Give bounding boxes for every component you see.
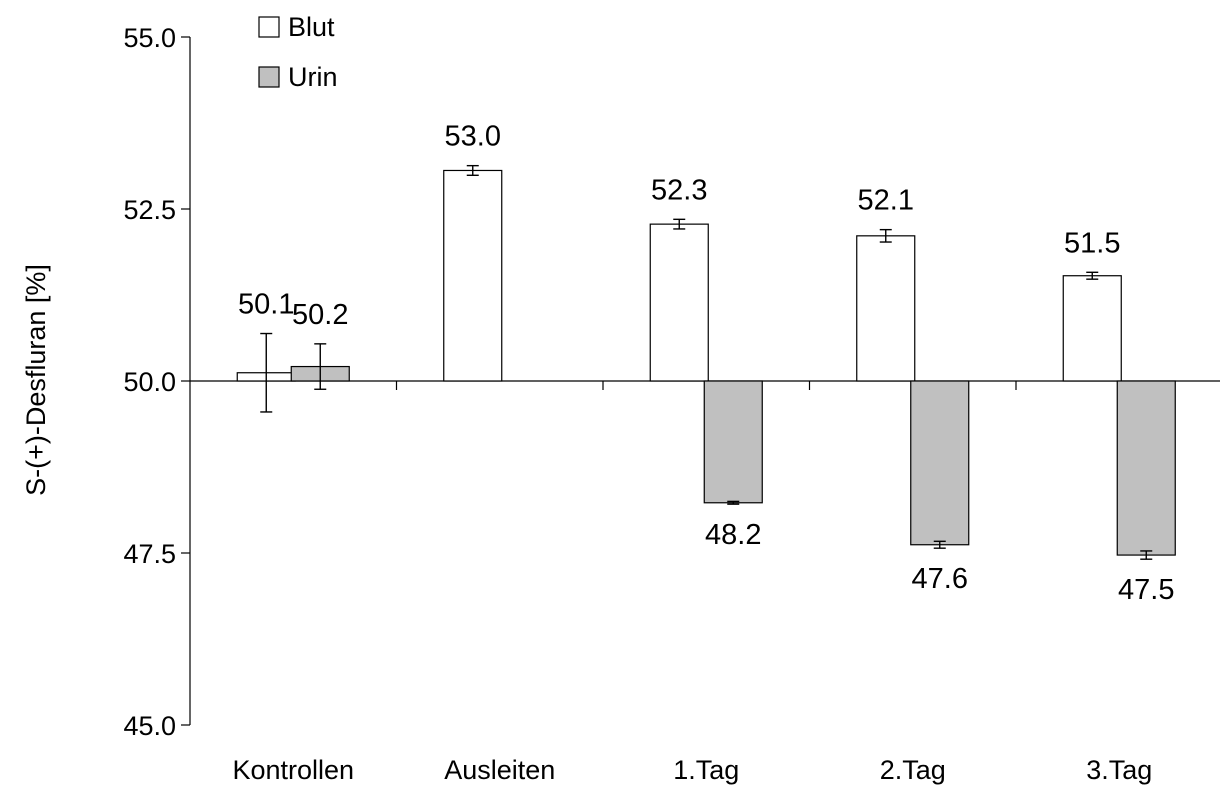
data-label-blut: 50.1 bbox=[238, 289, 294, 321]
x-tick-label: Ausleiten bbox=[444, 755, 555, 785]
bar-urin bbox=[910, 380, 970, 546]
legend-label-urin: Urin bbox=[288, 62, 338, 92]
data-label-urin: 47.6 bbox=[912, 563, 968, 595]
data-label-urin: 48.2 bbox=[705, 519, 761, 551]
y-tick-label: 45.0 bbox=[123, 711, 176, 741]
legend-swatch-blut bbox=[258, 16, 280, 38]
data-label-blut: 52.3 bbox=[651, 174, 707, 206]
bar-blut bbox=[1062, 275, 1122, 382]
data-label-blut: 51.5 bbox=[1064, 227, 1120, 259]
x-tick-label: 1.Tag bbox=[673, 755, 739, 785]
data-label-urin: 47.5 bbox=[1118, 574, 1174, 606]
data-label-blut: 53.0 bbox=[445, 121, 501, 153]
y-tick-label: 50.0 bbox=[123, 367, 176, 397]
bar-blut bbox=[856, 235, 916, 382]
data-label-urin: 50.2 bbox=[292, 299, 348, 331]
bar-urin bbox=[1116, 380, 1176, 556]
legend-label-blut: Blut bbox=[288, 12, 335, 42]
bars bbox=[236, 164, 1176, 560]
x-tick-label: Kontrollen bbox=[232, 755, 354, 785]
data-labels: 50.1 53.0 52.3 52.1 51.5 50.2 48.2 47.6 47.5 bbox=[238, 121, 1174, 607]
bar-blut bbox=[649, 223, 709, 382]
data-label-blut: 52.1 bbox=[858, 185, 914, 217]
x-tick-label: 2.Tag bbox=[880, 755, 946, 785]
y-tick-label: 52.5 bbox=[123, 195, 176, 225]
axes: 45.0 47.5 50.0 52.5 55.0 Kontrollen Ausleiten 1… bbox=[123, 23, 1220, 785]
y-tick-label: 47.5 bbox=[123, 539, 176, 569]
y-tick-label: 55.0 bbox=[123, 23, 176, 53]
bar-urin bbox=[703, 380, 763, 504]
bar-blut bbox=[443, 169, 503, 382]
y-axis-label: S-(+)-Desfluran [%] bbox=[21, 264, 51, 496]
x-tick-label: 3.Tag bbox=[1086, 755, 1152, 785]
legend: Blut Urin bbox=[258, 12, 338, 92]
legend-swatch-urin bbox=[258, 66, 280, 88]
